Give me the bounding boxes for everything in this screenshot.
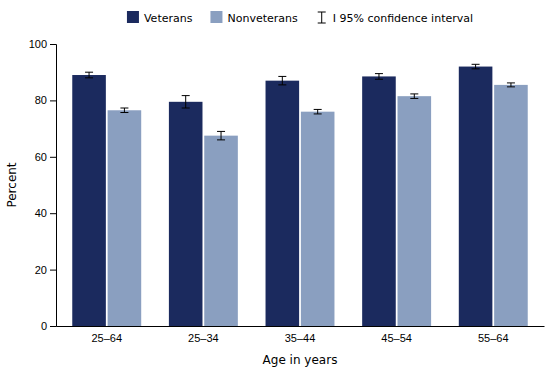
error-bar <box>507 83 515 87</box>
x-tick-label: 25–64 <box>91 332 122 344</box>
y-tick-mark <box>50 270 56 271</box>
x-tick: 55–64 <box>478 332 509 344</box>
error-bar <box>85 72 93 78</box>
legend-label: I 95% confidence interval <box>333 12 473 25</box>
y-tick: 20 <box>35 264 56 276</box>
series <box>72 64 492 326</box>
chart: 0 20 40 60 80 100 25–64 25–34 35–44 45–54 55–64 Age… <box>0 0 560 374</box>
y-tick-label: 20 <box>35 264 47 276</box>
y-tick: 60 <box>35 151 56 163</box>
error-bar <box>120 108 128 113</box>
y-tick-label: 0 <box>41 320 47 332</box>
bar <box>362 76 396 326</box>
x-tick: 25–64 <box>91 332 122 344</box>
bar <box>398 96 432 326</box>
x-axis-title: Age in years <box>263 353 338 367</box>
legend-swatch <box>127 11 139 23</box>
x-tick-label: 25–34 <box>188 332 219 344</box>
y-tick-label: 80 <box>35 94 47 106</box>
y-tick-mark <box>50 44 56 45</box>
bar <box>459 67 493 326</box>
legend-item: Nonveterans <box>210 11 298 25</box>
x-axis-line <box>57 326 545 327</box>
y-tick-mark <box>50 213 56 214</box>
x-tick: 35–44 <box>285 332 316 344</box>
y-tick-mark <box>50 100 56 101</box>
x-tick-label: 35–44 <box>285 332 316 344</box>
y-tick: 0 <box>41 320 56 332</box>
legend-swatch <box>210 11 222 23</box>
legend-label: Nonveterans <box>227 12 298 25</box>
plot: 0 20 40 60 80 100 25–64 25–34 35–44 45–54 55–64 <box>29 38 545 344</box>
error-bar <box>410 94 418 99</box>
y-tick-label: 100 <box>29 38 47 50</box>
y-axis-line <box>50 45 57 327</box>
y-tick-mark <box>50 326 56 327</box>
y-tick: 80 <box>35 94 56 106</box>
legend-item: I 95% confidence interval <box>318 12 473 25</box>
x-axis: 25–64 25–34 35–44 45–54 55–64 <box>57 327 545 344</box>
y-axis: 0 20 40 60 80 100 <box>29 38 57 332</box>
error-bar <box>278 76 286 84</box>
bar <box>494 85 528 326</box>
legend-symbol <box>318 12 326 23</box>
x-tick: 25–34 <box>188 332 219 344</box>
bar <box>72 75 106 326</box>
y-tick-label: 60 <box>35 151 47 163</box>
legend-item: Veterans <box>127 11 193 25</box>
series <box>108 83 528 326</box>
x-tick-label: 55–64 <box>478 332 509 344</box>
y-tick: 40 <box>35 207 56 219</box>
bar <box>108 110 142 326</box>
bars <box>72 64 527 326</box>
legend-label: Veterans <box>144 12 193 25</box>
bar <box>169 102 203 326</box>
y-tick: 100 <box>29 38 56 50</box>
x-tick: 45–54 <box>381 332 412 344</box>
legend: Veterans Nonveterans I 95% confidence inte… <box>127 11 473 25</box>
y-tick-mark <box>50 157 56 158</box>
error-bar <box>472 64 480 69</box>
x-tick-label: 45–54 <box>381 332 412 344</box>
bar <box>204 136 238 326</box>
error-bar <box>375 74 383 80</box>
bar <box>266 81 300 326</box>
y-axis-title: Percent <box>5 162 19 207</box>
error-bar <box>217 131 225 139</box>
y-tick-label: 40 <box>35 207 47 219</box>
bar <box>301 112 335 326</box>
error-bar <box>182 96 190 108</box>
error-bar <box>314 109 322 114</box>
